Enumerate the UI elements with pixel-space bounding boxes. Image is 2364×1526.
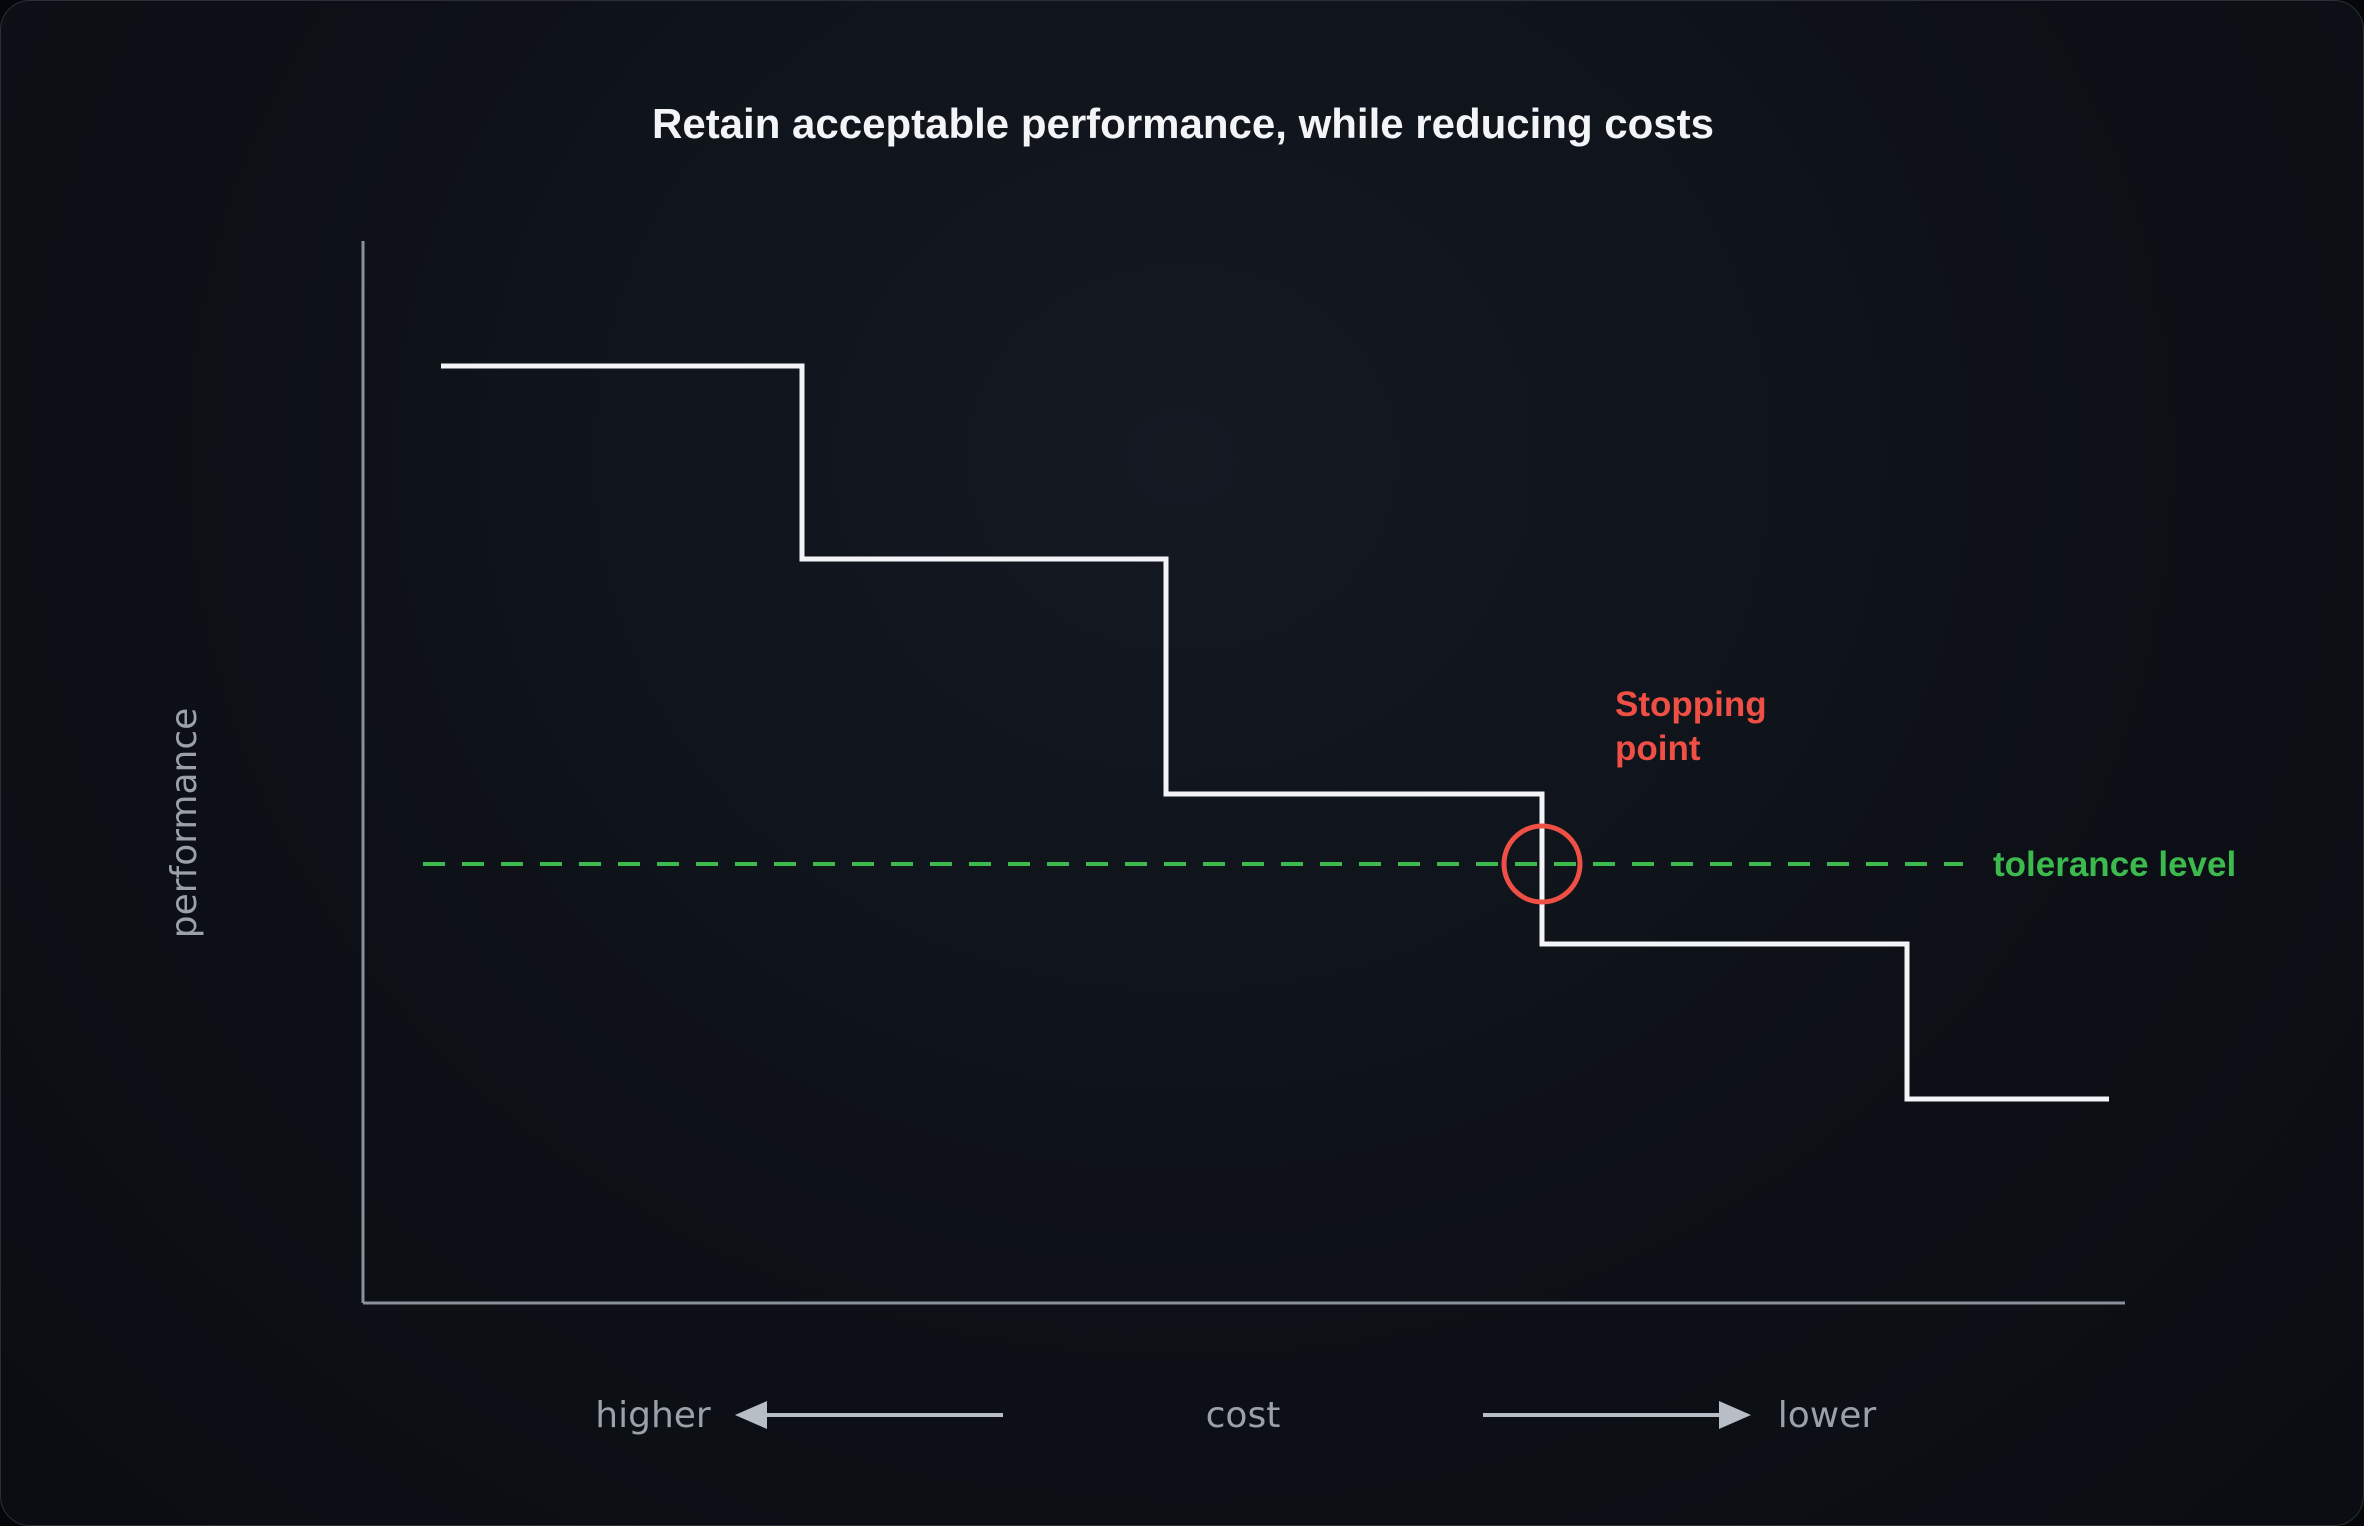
stopping-point-label-line2: point [1615, 729, 1701, 768]
x-axis-label: cost [1206, 1395, 1281, 1436]
y-axis-label: performance [164, 708, 205, 939]
arrow-right-icon [1483, 1401, 1751, 1429]
arrow-left-icon [735, 1401, 1003, 1429]
stopping-point-marker [1501, 823, 1583, 905]
stopping-point-label-line1: Stopping [1615, 685, 1767, 724]
x-axis-left-label: higher [595, 1395, 711, 1436]
diagram-title: Retain acceptable performance, while red… [652, 100, 1714, 147]
tolerance-level-label: tolerance level [1993, 845, 2236, 884]
x-axis-right-label: lower [1778, 1395, 1877, 1436]
performance-step-line [441, 363, 2109, 1102]
